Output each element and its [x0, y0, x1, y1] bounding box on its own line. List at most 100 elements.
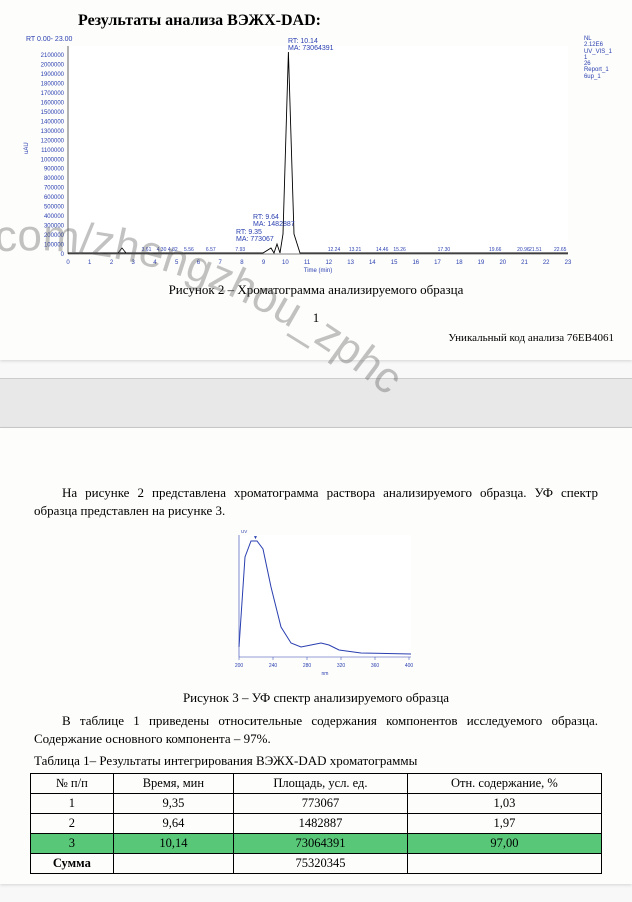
page-gap — [0, 378, 632, 428]
svg-text:13.21: 13.21 — [349, 247, 362, 253]
svg-text:1200000: 1200000 — [41, 138, 65, 144]
table-row: 2 9,64 1482887 1,97 — [31, 814, 602, 834]
chromatogram-svg: 0 100000 200000 300000 400000 500000 600… — [18, 34, 614, 274]
svg-text:280: 280 — [303, 663, 312, 669]
svg-text:100000: 100000 — [44, 243, 65, 249]
svg-text:5.56: 5.56 — [184, 247, 194, 253]
uv-spectrum-container: 200 240 280 320 360 400 nm UV ▼ — [18, 527, 614, 682]
svg-text:23: 23 — [565, 260, 572, 266]
svg-text:20: 20 — [499, 260, 506, 266]
svg-text:9: 9 — [262, 260, 266, 266]
svg-text:14: 14 — [369, 260, 376, 266]
svg-text:10: 10 — [282, 260, 289, 266]
svg-text:20.96: 20.96 — [517, 247, 530, 253]
page-2: На рисунке 2 представлена хроматограмма … — [0, 428, 632, 884]
svg-text:4: 4 — [153, 260, 157, 266]
chromatogram-container: RT 0.00- 23.00 NL 2.12E6 UV_VIS_1 1 26 R… — [18, 34, 614, 274]
svg-text:19.66: 19.66 — [489, 247, 502, 253]
svg-text:200: 200 — [235, 663, 244, 669]
svg-text:240: 240 — [269, 663, 278, 669]
svg-text:Time (min): Time (min) — [304, 268, 332, 274]
table-intro-paragraph: В таблице 1 приведены относительные соде… — [34, 712, 598, 747]
col-rel: Отн. содержание, % — [407, 774, 601, 794]
svg-text:▼: ▼ — [253, 535, 258, 541]
col-area: Площадь, усл. ед. — [234, 774, 408, 794]
figure-2-caption: Рисунок 2 – Хроматограмма анализируемого… — [18, 282, 614, 298]
svg-text:300000: 300000 — [44, 224, 65, 230]
svg-text:7.93: 7.93 — [235, 247, 245, 253]
svg-text:UV: UV — [241, 529, 247, 534]
svg-text:6.57: 6.57 — [206, 247, 216, 253]
svg-text:0: 0 — [61, 252, 65, 258]
table-row-highlight: 3 10,14 73064391 97,00 — [31, 834, 602, 854]
svg-text:22.65: 22.65 — [554, 247, 567, 253]
table-sum-row: Сумма 75320345 — [31, 854, 602, 874]
svg-text:2: 2 — [110, 260, 114, 266]
svg-text:800000: 800000 — [44, 176, 65, 182]
paragraph-intro: На рисунке 2 представлена хроматограмма … — [34, 484, 598, 519]
svg-text:400: 400 — [405, 663, 414, 669]
svg-text:1600000: 1600000 — [41, 100, 65, 106]
svg-text:11: 11 — [304, 260, 311, 266]
peak-main-label: RT: 10.14 MA: 73064391 — [288, 38, 334, 53]
svg-text:0: 0 — [66, 260, 70, 266]
svg-text:19: 19 — [478, 260, 485, 266]
svg-text:1800000: 1800000 — [41, 82, 65, 88]
svg-text:1900000: 1900000 — [41, 72, 65, 78]
svg-text:5: 5 — [175, 260, 179, 266]
svg-text:2000000: 2000000 — [41, 63, 65, 69]
table-1-caption: Таблица 1– Результаты интегрирования ВЭЖ… — [34, 753, 598, 769]
doc-title: Результаты анализа ВЭЖХ-DAD: — [18, 12, 614, 30]
svg-text:17.30: 17.30 — [438, 247, 451, 253]
svg-text:500000: 500000 — [44, 205, 65, 211]
svg-text:nm: nm — [322, 671, 329, 677]
svg-text:6: 6 — [197, 260, 201, 266]
svg-text:21.51: 21.51 — [529, 247, 542, 253]
svg-text:8: 8 — [240, 260, 244, 266]
svg-text:13: 13 — [347, 260, 354, 266]
svg-text:600000: 600000 — [44, 195, 65, 201]
svg-text:17: 17 — [434, 260, 441, 266]
svg-text:360: 360 — [371, 663, 380, 669]
svg-text:320: 320 — [337, 663, 346, 669]
svg-text:1000000: 1000000 — [41, 157, 65, 163]
svg-text:1400000: 1400000 — [41, 119, 65, 125]
uv-spectrum-svg: 200 240 280 320 360 400 nm UV ▼ — [211, 527, 421, 677]
results-table: № п/п Время, мин Площадь, усл. ед. Отн. … — [30, 773, 602, 874]
svg-text:3: 3 — [132, 260, 136, 266]
table-row: 1 9,35 773067 1,03 — [31, 794, 602, 814]
svg-text:21: 21 — [521, 260, 528, 266]
table-header-row: № п/п Время, мин Площадь, усл. ед. Отн. … — [31, 774, 602, 794]
svg-text:18: 18 — [456, 260, 463, 266]
svg-text:15.26: 15.26 — [393, 247, 406, 253]
page-1: Результаты анализа ВЭЖХ-DAD: RT 0.00- 23… — [0, 0, 632, 360]
svg-text:4.82: 4.82 — [168, 247, 178, 253]
svg-text:12.24: 12.24 — [328, 247, 341, 253]
svg-text:7: 7 — [219, 260, 223, 266]
chrom-meta: NL 2.12E6 UV_VIS_1 1 26 Report_1 6up_1 — [584, 36, 612, 80]
col-n: № п/п — [31, 774, 114, 794]
svg-text:4.30: 4.30 — [157, 247, 167, 253]
svg-text:200000: 200000 — [44, 233, 65, 239]
svg-text:3.61: 3.61 — [142, 247, 152, 253]
svg-text:900000: 900000 — [44, 167, 65, 173]
rt-range-label: RT 0.00- 23.00 — [26, 36, 72, 43]
svg-text:22: 22 — [543, 260, 550, 266]
peak-a-label: RT: 9.64 MA: 1482887 — [253, 214, 295, 229]
svg-text:15: 15 — [391, 260, 398, 266]
svg-text:1300000: 1300000 — [41, 129, 65, 135]
figure-3-caption: Рисунок 3 – УФ спектр анализируемого обр… — [18, 690, 614, 706]
svg-text:700000: 700000 — [44, 186, 65, 192]
svg-text:1100000: 1100000 — [41, 148, 65, 154]
svg-text:1700000: 1700000 — [41, 91, 65, 97]
svg-text:400000: 400000 — [44, 214, 65, 220]
svg-text:uAU: uAU — [24, 142, 30, 154]
svg-text:2100000: 2100000 — [41, 53, 65, 59]
col-time: Время, мин — [113, 774, 233, 794]
svg-text:1: 1 — [88, 260, 92, 266]
page-number: 1 — [18, 310, 614, 326]
svg-text:12: 12 — [325, 260, 332, 266]
peak-b-label: RT: 9.35 MA: 773067 — [236, 229, 274, 244]
svg-text:14.46: 14.46 — [376, 247, 389, 253]
svg-text:1500000: 1500000 — [41, 110, 65, 116]
